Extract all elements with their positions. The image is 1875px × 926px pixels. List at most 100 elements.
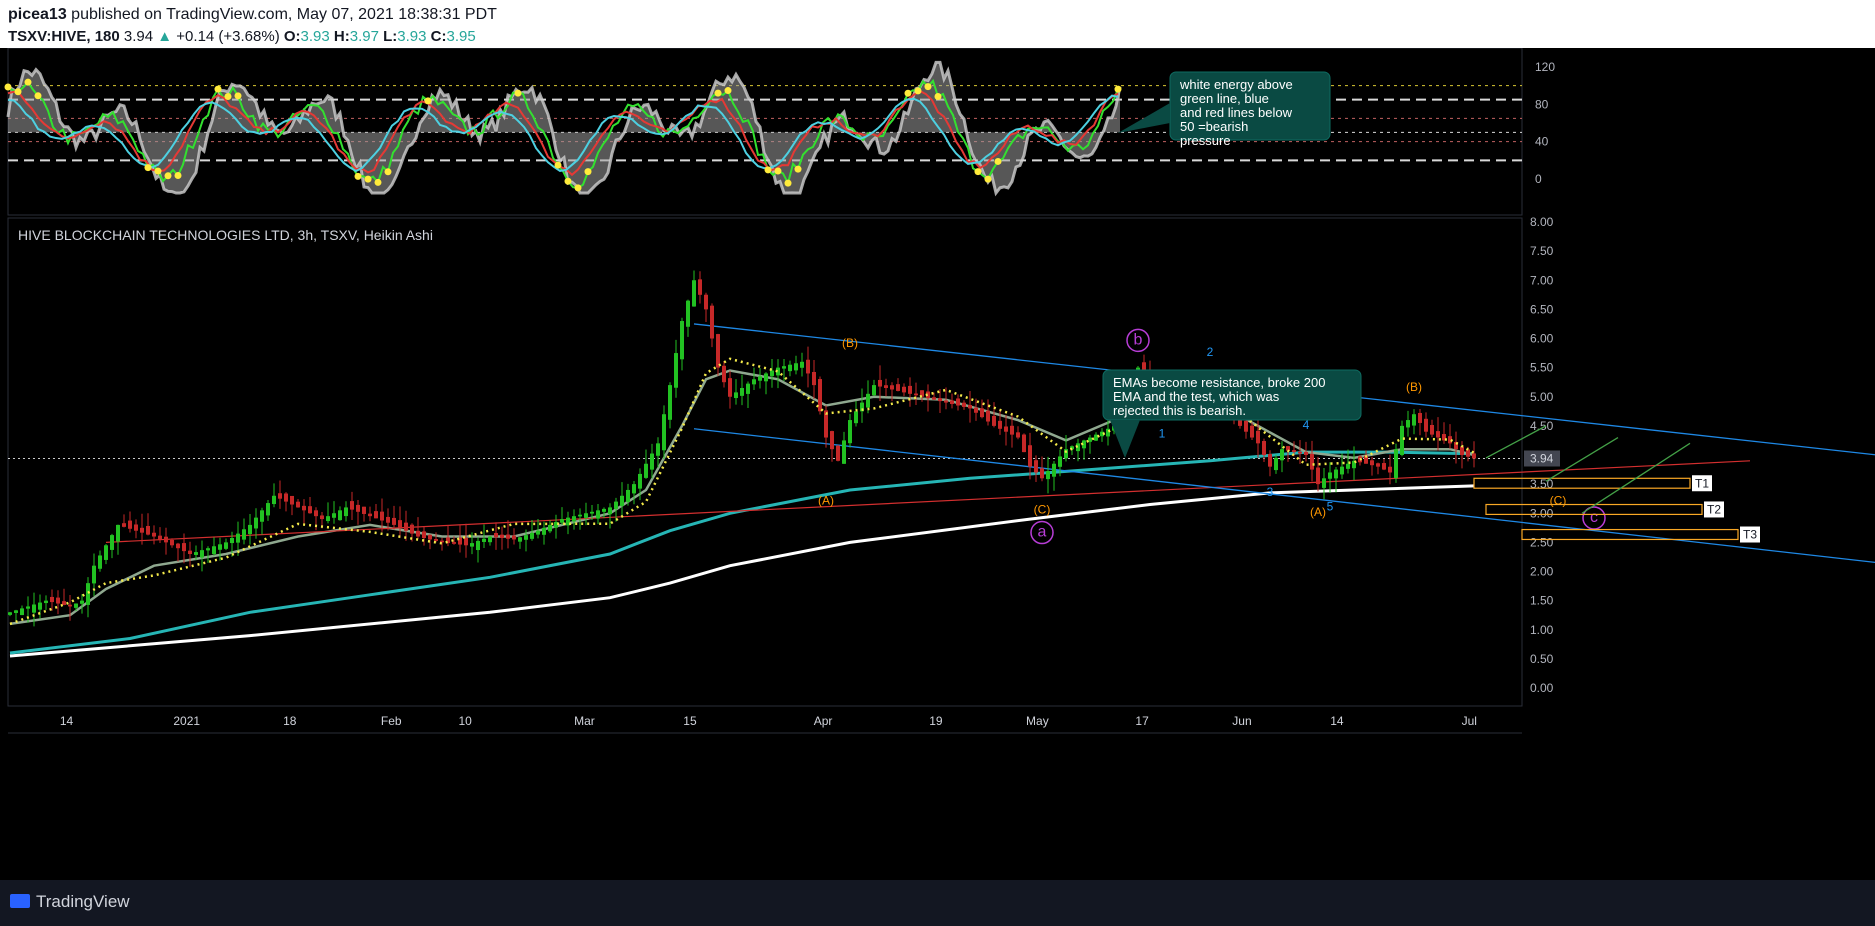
candle-body xyxy=(44,600,48,604)
candle-body xyxy=(1364,455,1368,464)
candle-body xyxy=(1400,425,1404,455)
candle-body xyxy=(1256,430,1260,444)
oscillator-tick-label: 40 xyxy=(1535,135,1549,149)
candle-body xyxy=(584,513,588,518)
ema-9-dotted xyxy=(9,357,1475,626)
candle-body xyxy=(452,542,456,544)
candle-body xyxy=(146,525,150,535)
candle-body xyxy=(380,511,384,521)
candle-body xyxy=(86,583,90,605)
signal-dot xyxy=(144,164,152,172)
last-price-label: 3.94 xyxy=(1530,451,1554,465)
candle-body xyxy=(494,533,498,538)
candle-body xyxy=(188,550,192,555)
candle-body xyxy=(1436,431,1440,438)
wave-label: a xyxy=(1038,524,1047,541)
brand-name: TradingView xyxy=(36,892,130,911)
candle-body xyxy=(122,523,126,527)
candle-body xyxy=(674,353,678,388)
chart-canvas[interactable]: HIVE BLOCKCHAIN TECHNOLOGIES LTD, 3h, TS… xyxy=(0,48,1875,880)
candle-body xyxy=(866,393,870,408)
candle-body xyxy=(1322,478,1326,488)
candle-body xyxy=(626,489,630,502)
candle-body xyxy=(116,524,120,542)
signal-dot xyxy=(584,168,592,176)
candle-body xyxy=(128,520,132,529)
candle-body xyxy=(224,542,228,549)
candle-body xyxy=(218,544,222,550)
last-price: 3.94 xyxy=(123,28,154,45)
price-tick-label: 0.00 xyxy=(1530,681,1554,695)
candle-body xyxy=(1352,460,1356,469)
candle-body xyxy=(1058,456,1062,467)
candle-body xyxy=(1460,446,1464,455)
candle-body xyxy=(1448,436,1452,444)
candle-body xyxy=(374,511,378,519)
wave-circle xyxy=(1030,520,1054,545)
signal-dot xyxy=(384,168,392,176)
ema-200-line xyxy=(9,484,1475,658)
candle-body xyxy=(1382,463,1386,470)
candle-body xyxy=(32,604,36,613)
candle-body xyxy=(728,378,732,397)
candle-body xyxy=(758,376,762,381)
candle-body xyxy=(236,533,240,543)
signal-dot xyxy=(724,87,732,95)
candle-body xyxy=(356,504,360,512)
symbol-name[interactable]: TSXV:HIVE, 180 xyxy=(8,28,120,45)
candle-body xyxy=(458,537,462,545)
candle-body xyxy=(68,604,72,607)
candle-body xyxy=(602,508,606,512)
candle-body xyxy=(836,445,840,461)
candle-body xyxy=(1046,471,1050,480)
oscillator-pane[interactable] xyxy=(4,48,1523,216)
signal-dot xyxy=(424,97,432,105)
candle-body xyxy=(338,510,342,521)
candle-body xyxy=(1418,412,1422,423)
tradingview-logo[interactable]: TradingView xyxy=(10,892,130,912)
candle-body xyxy=(254,517,258,529)
candle-body xyxy=(1394,449,1398,479)
signal-dot xyxy=(774,167,782,175)
low-value: 3.93 xyxy=(397,28,427,45)
candle-body xyxy=(56,597,60,604)
tradingview-logo-icon xyxy=(10,894,30,908)
candle-body xyxy=(590,511,594,514)
candle-body xyxy=(434,538,438,541)
candle-body xyxy=(98,555,102,569)
candle-body xyxy=(812,371,816,386)
candle-body xyxy=(14,610,18,613)
signal-dot xyxy=(4,83,12,91)
wave-label: 3 xyxy=(1267,485,1274,499)
candle-body xyxy=(398,520,402,528)
candle-body xyxy=(1106,428,1110,437)
x-tick-label: 2021 xyxy=(173,714,200,728)
candle-body xyxy=(1040,468,1044,479)
target-box xyxy=(1485,503,1703,516)
symbol-line: TSXV:HIVE, 180 3.94 ▲ +0.14 (+3.68%) O:3… xyxy=(8,28,476,45)
candle-body xyxy=(824,410,828,438)
candle-body xyxy=(692,280,696,307)
candle-body xyxy=(446,537,450,544)
candle-body xyxy=(92,565,96,584)
signal-dot xyxy=(764,166,772,174)
candle-body xyxy=(350,501,354,510)
candle-body xyxy=(1334,469,1338,479)
candle-body xyxy=(962,402,966,407)
candle-body xyxy=(536,530,540,535)
candle-body xyxy=(404,522,408,531)
blue-line xyxy=(7,94,1119,173)
candle-body xyxy=(596,510,600,519)
author-name[interactable]: picea13 xyxy=(8,6,67,23)
wave-label: c xyxy=(1590,509,1598,526)
candle-body xyxy=(368,513,372,517)
candle-body xyxy=(392,517,396,525)
candle-body xyxy=(854,411,858,424)
x-tick-label: Jun xyxy=(1232,714,1251,728)
candle-body xyxy=(1376,463,1380,467)
candle-body xyxy=(80,600,84,604)
oscillator-note-pointer xyxy=(1118,103,1170,133)
candle-body xyxy=(1424,418,1428,432)
candle-body xyxy=(104,545,108,560)
candle-body xyxy=(632,484,636,494)
